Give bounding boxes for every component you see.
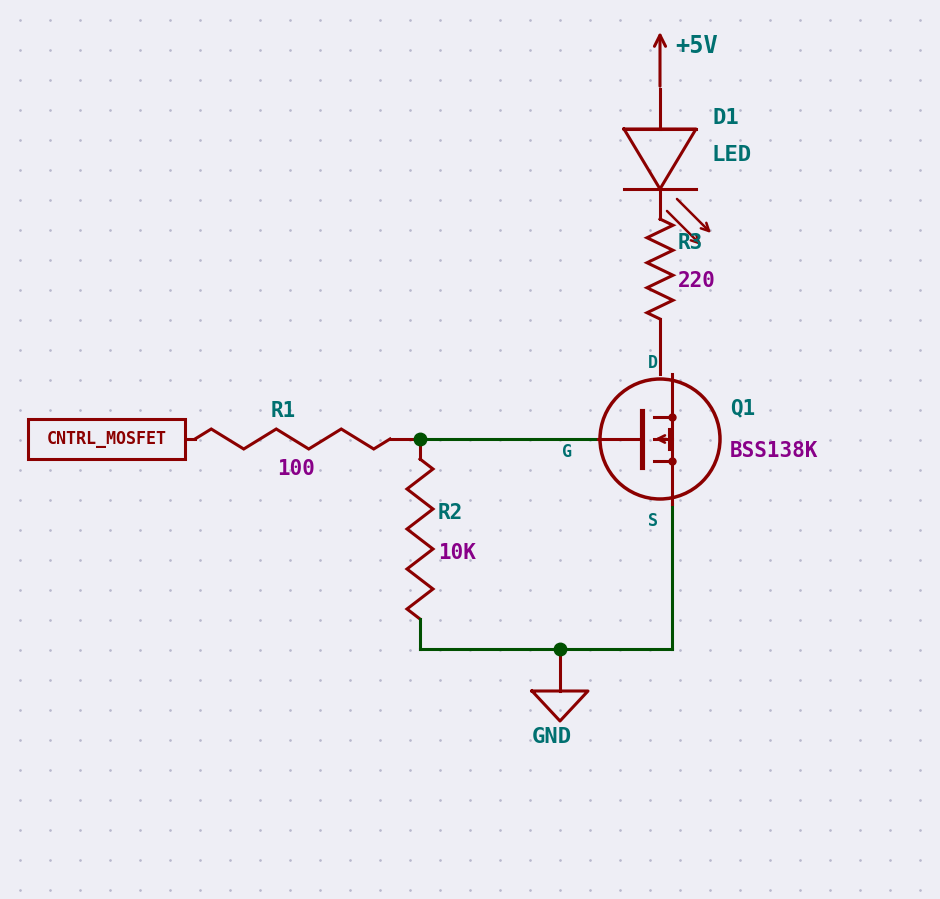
Text: Q1: Q1 xyxy=(730,398,755,418)
Text: LED: LED xyxy=(712,145,752,165)
Text: CNTRL_MOSFET: CNTRL_MOSFET xyxy=(46,430,166,448)
Text: 100: 100 xyxy=(277,459,316,479)
Text: R2: R2 xyxy=(438,503,463,523)
Text: BSS138K: BSS138K xyxy=(730,441,819,461)
FancyBboxPatch shape xyxy=(28,419,185,459)
Text: R3: R3 xyxy=(678,233,703,253)
Text: 10K: 10K xyxy=(438,543,476,563)
Text: +5V: +5V xyxy=(675,34,718,58)
Text: R1: R1 xyxy=(271,401,296,421)
Text: G: G xyxy=(562,443,572,461)
Text: 220: 220 xyxy=(678,271,716,291)
Text: D: D xyxy=(648,354,658,372)
Text: S: S xyxy=(648,512,658,530)
Text: D1: D1 xyxy=(712,108,739,128)
Text: GND: GND xyxy=(532,727,572,747)
